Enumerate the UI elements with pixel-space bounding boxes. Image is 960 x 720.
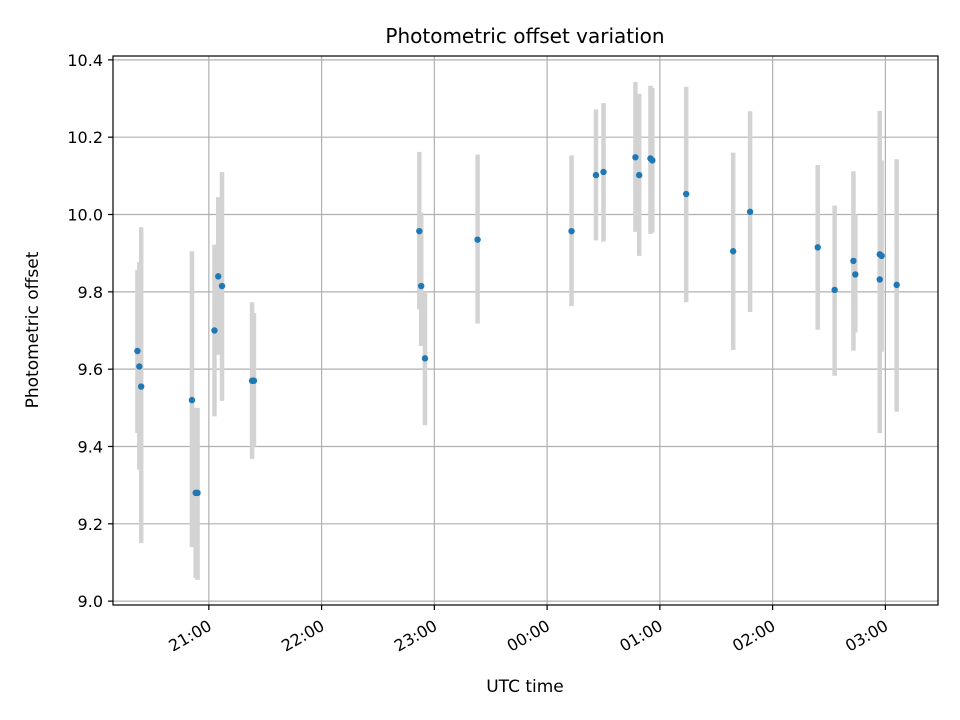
data-point [878, 252, 885, 260]
chart-title: Photometric offset variation [385, 24, 664, 48]
y-tick-label: 9.4 [78, 437, 103, 456]
data-point [876, 276, 883, 283]
y-tick-label: 10.0 [67, 206, 103, 225]
x-axis-title: UTC time [486, 677, 564, 697]
data-point [474, 236, 481, 243]
data-point [218, 282, 226, 290]
x-axis-ticks: 21:00 22:00 23:00 00:00 01:00 02:00 03:00 [165, 605, 891, 656]
data-point [568, 227, 575, 235]
data-point [416, 227, 423, 235]
data-point [194, 489, 201, 497]
data-point [649, 157, 656, 164]
data-point [211, 327, 218, 334]
data-point [418, 282, 425, 290]
data-point [814, 244, 821, 251]
y-tick-label: 9.0 [78, 592, 103, 611]
x-tick-label: 22:00 [278, 616, 327, 656]
y-axis-title: Photometric offset [23, 251, 43, 408]
y-tick-label: 9.2 [78, 515, 103, 534]
data-point [632, 154, 639, 161]
data-point [850, 257, 857, 265]
data-point [729, 248, 737, 255]
x-tick-label: 23:00 [391, 616, 440, 656]
data-point [682, 190, 690, 198]
y-tick-label: 10.4 [67, 51, 103, 70]
data-point [893, 281, 900, 289]
y-tick-label: 9.6 [78, 360, 103, 379]
x-tick-label: 21:00 [165, 616, 214, 656]
data-point [136, 363, 143, 370]
plot-frame [112, 55, 939, 606]
data-point [250, 377, 258, 384]
data-point [134, 347, 141, 355]
x-tick-label: 01:00 [616, 616, 665, 656]
y-tick-label: 9.8 [78, 283, 103, 302]
data-point [421, 355, 429, 362]
y-tick-label: 10.2 [67, 128, 103, 147]
x-tick-label: 03:00 [842, 616, 891, 656]
data-point [188, 396, 196, 404]
y-axis-ticks: 9.0 9.2 9.4 9.6 9.8 10.0 10.2 10.4 [67, 51, 113, 611]
data-point [137, 383, 145, 390]
data-point [215, 273, 222, 280]
x-tick-label: 00:00 [504, 616, 553, 656]
data-point [592, 171, 600, 179]
data-point [852, 271, 859, 278]
error-bars [135, 81, 899, 580]
data-point [600, 168, 607, 176]
x-tick-label: 02:00 [729, 616, 778, 656]
data-point [746, 208, 754, 216]
data-point [635, 171, 643, 179]
data-points [134, 154, 900, 497]
grid [113, 56, 938, 605]
data-point [831, 286, 838, 294]
